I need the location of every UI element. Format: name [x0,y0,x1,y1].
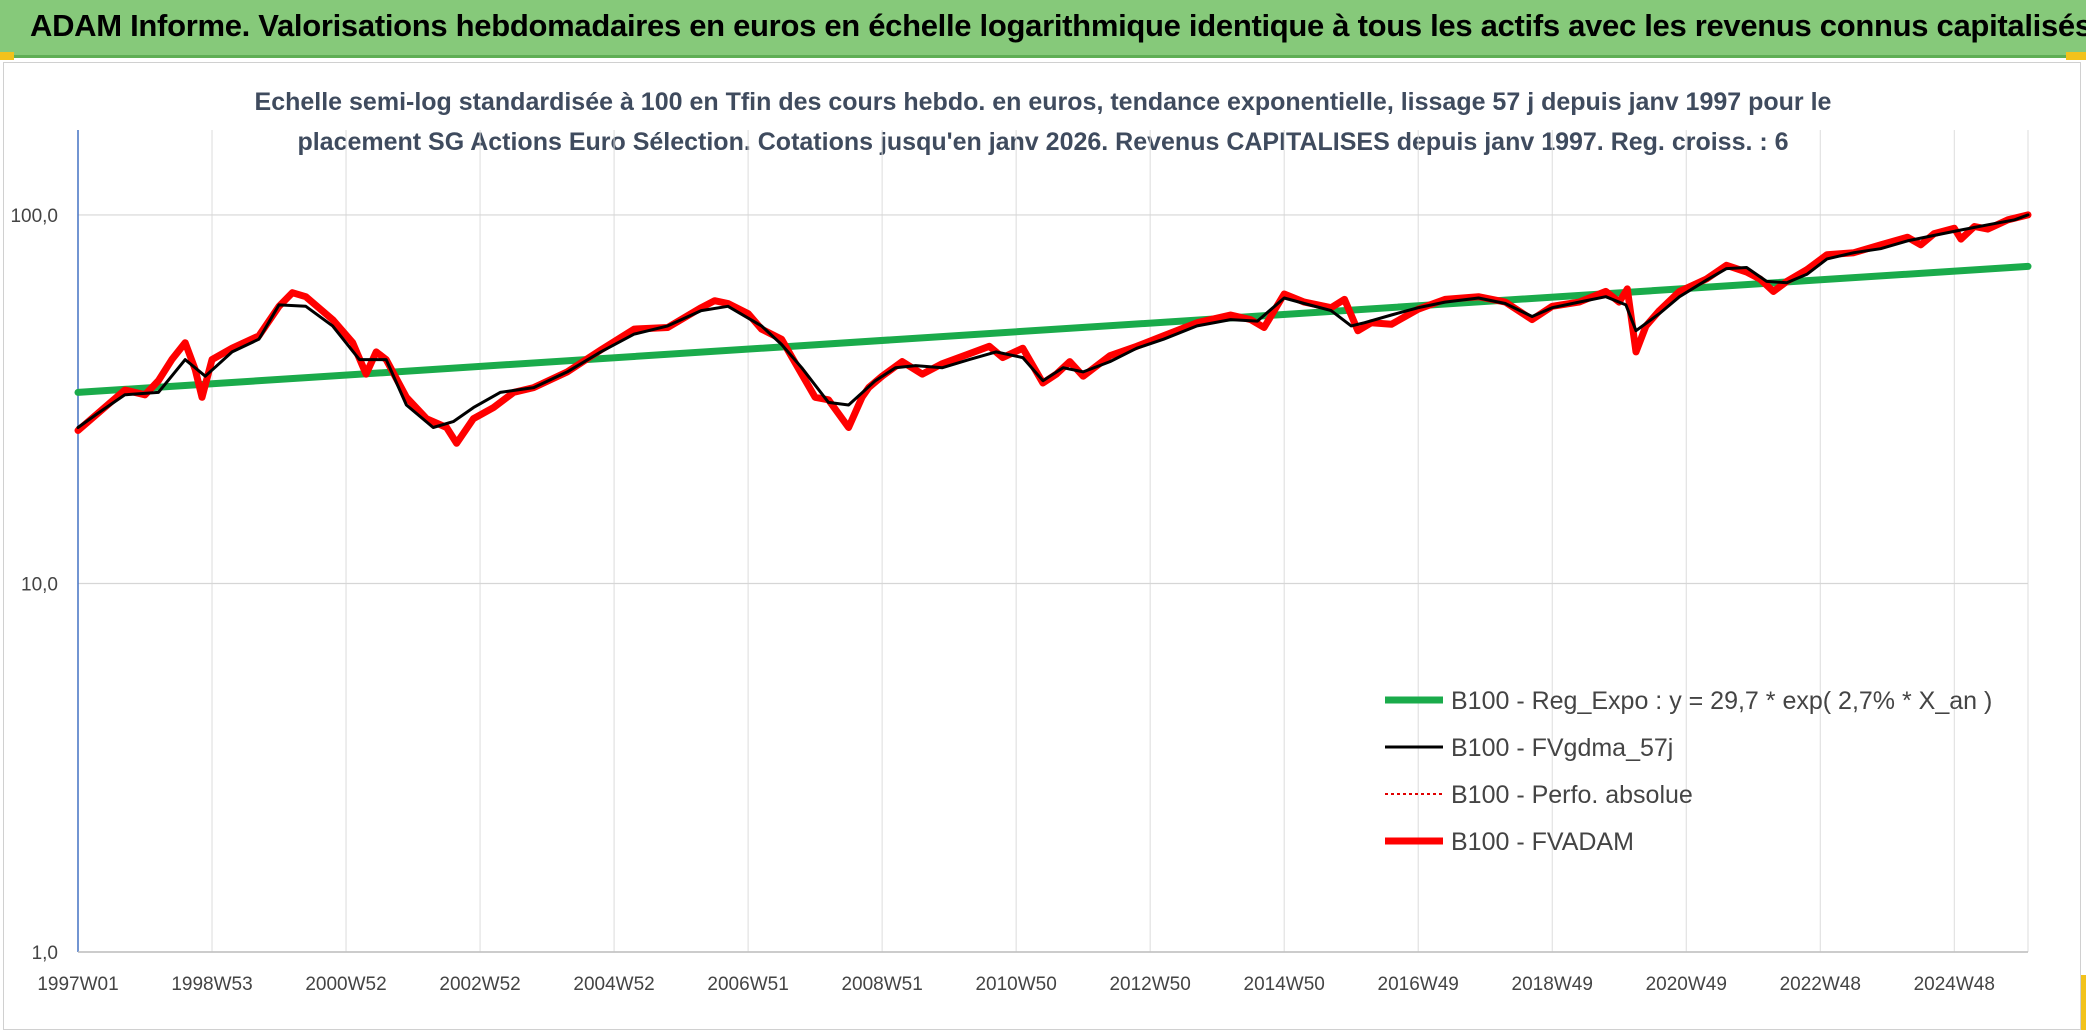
corner-marker-top-right [2066,52,2086,60]
x-tick-label: 2022W48 [1780,974,1861,995]
y-tick-label: 100,0 [10,206,58,227]
x-tick-label: 2018W49 [1512,974,1593,995]
x-tick-label: 2010W50 [975,974,1056,995]
x-tick-label: 2016W49 [1378,974,1459,995]
chart-title-line-1: Echelle semi-log standardisée à 100 en T… [254,88,1832,116]
corner-marker-bottom-right [2080,975,2086,1030]
chart-title-line-2: placement SG Actions Euro Sélection. Cot… [297,128,1789,156]
series-line-0 [74,262,2032,396]
report-header: ADAM Informe. Valorisations hebdomadaire… [0,0,2086,58]
series-line-3 [74,211,2032,447]
x-tick-label: 1997W01 [37,974,118,995]
axes: 1997W01 1998W53 2000W52 2002W52 2004W52 2006W… [10,130,2028,995]
legend-label: B100 - Reg_Expo : y = 29,7 * exp( 2,7% *… [1451,687,1992,715]
legend-label: B100 - Perfo. absolue [1451,781,1693,809]
x-tick-label: 2014W50 [1244,974,1325,995]
y-tick-label: 10,0 [21,574,58,595]
report-title: ADAM Informe. Valorisations hebdomadaire… [30,8,2086,43]
x-tick-label: 2024W48 [1914,974,1995,995]
x-tick-label: 2012W50 [1109,974,1190,995]
x-tick-label: 1998W53 [171,974,252,995]
corner-marker-top-left [0,52,14,60]
y-tick-label: 1,0 [32,943,58,964]
x-tick-label: 2006W51 [707,974,788,995]
x-tick-label: 2008W51 [841,974,922,995]
grid-lines [78,130,2029,953]
x-tick-label: 2004W52 [573,974,654,995]
x-tick-label: 2000W52 [305,974,386,995]
x-tick-label: 2020W49 [1646,974,1727,995]
legend: B100 - Reg_Expo : y = 29,7 * exp( 2,7% *… [1385,687,1992,856]
series-line-1 [76,213,2030,429]
legend-label: B100 - FVgdma_57j [1451,734,1673,762]
chart-area [3,62,2081,1030]
x-tick-label: 2002W52 [439,974,520,995]
legend-label: B100 - FVADAM [1451,828,1634,856]
series-lines [74,211,2032,447]
